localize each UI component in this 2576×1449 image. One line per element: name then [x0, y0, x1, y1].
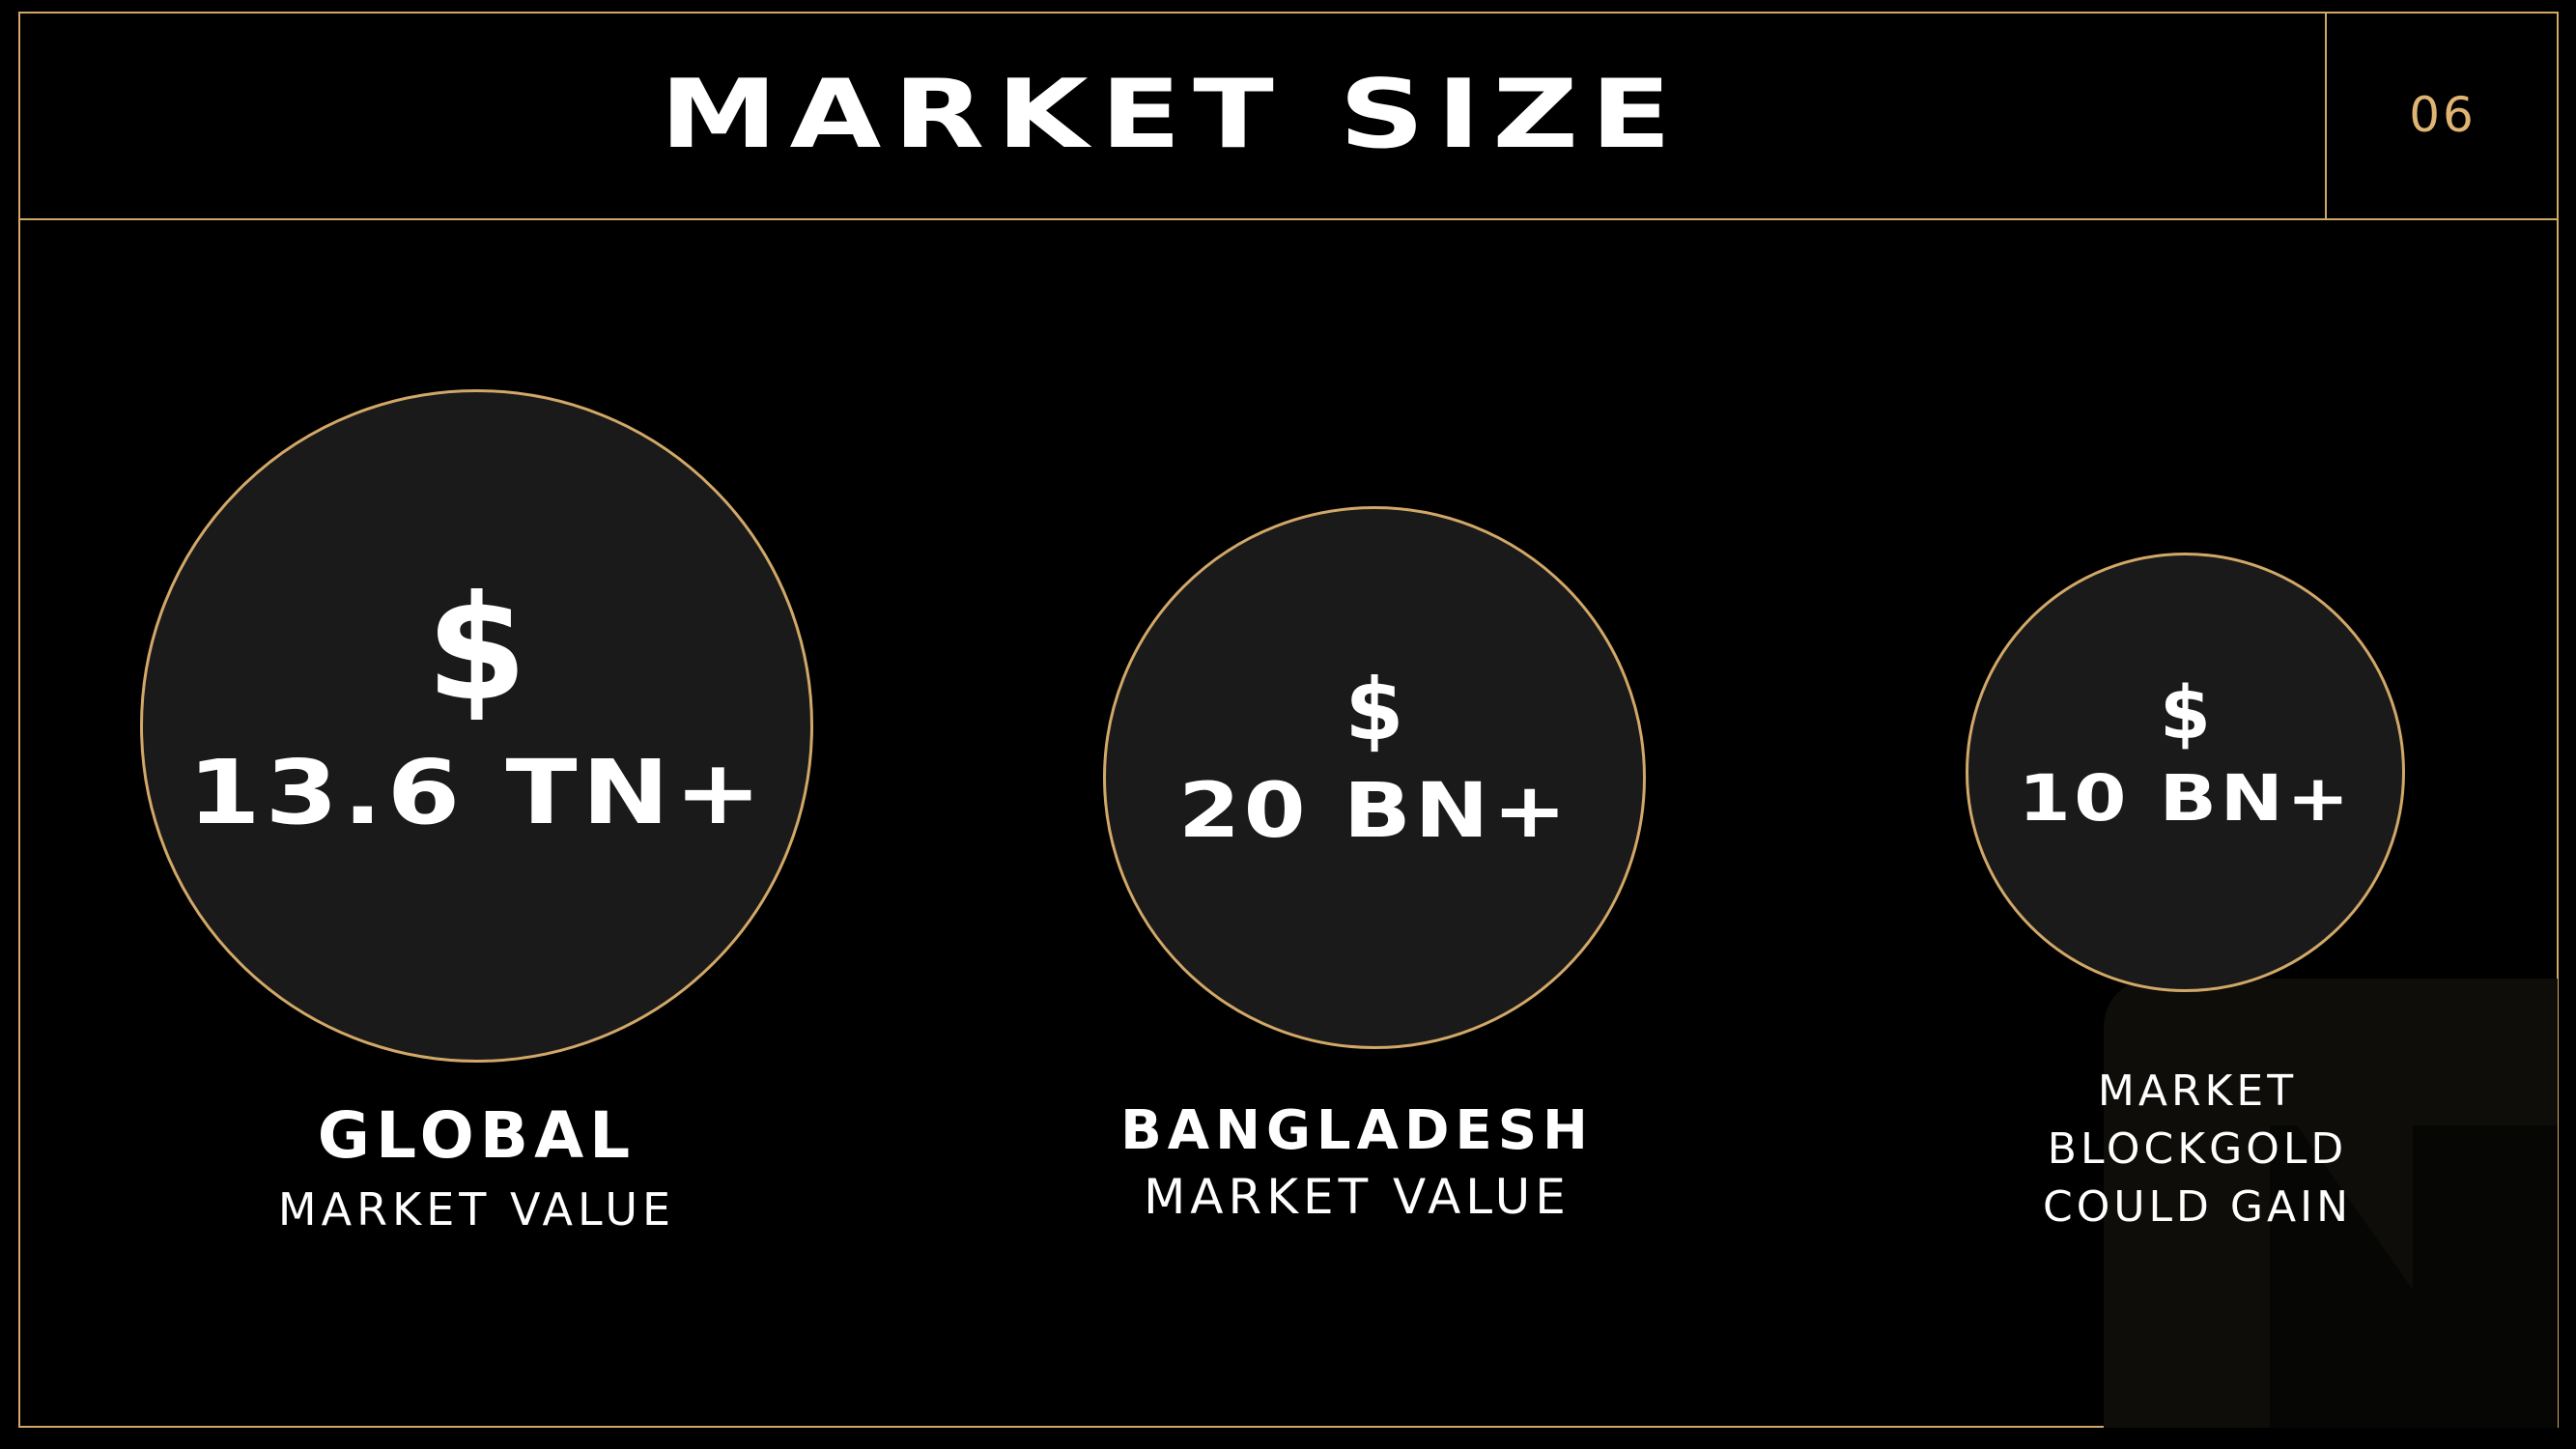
blockgold-label-line: COULD GAIN: [2042, 1182, 2353, 1232]
bangladesh-market-circle: $ 20 BN+: [1103, 506, 1646, 1049]
bangladesh-label-sub: MARKET VALUE: [1144, 1168, 1571, 1225]
slide-frame: [18, 12, 2559, 1428]
global-market-label: GLOBAL MARKET VALUE: [140, 1098, 813, 1236]
blockgold-market-label: MARKET BLOCKGOLD COULD GAIN: [1937, 1063, 2458, 1236]
blockgold-market-circle: $ 10 BN+: [1966, 553, 2405, 992]
global-label-sub: MARKET VALUE: [277, 1182, 676, 1236]
bangladesh-label-main: BANGLADESH: [1120, 1099, 1594, 1162]
blockgold-label-line: BLOCKGOLD: [2047, 1124, 2348, 1174]
page-number: 06: [2409, 87, 2477, 143]
currency-symbol: $: [2160, 668, 2211, 755]
blockgold-label-line: MARKET: [2097, 1066, 2298, 1116]
bangladesh-market-label: BANGLADESH MARKET VALUE: [1014, 1101, 1700, 1224]
decorative-corner-shape: [2104, 979, 2558, 1428]
global-label-main: GLOBAL: [317, 1098, 637, 1173]
currency-symbol: $: [1345, 660, 1404, 759]
global-market-circle: $ 13.6 TN+: [140, 389, 813, 1063]
page-title: MARKET SIZE: [660, 60, 1684, 170]
bangladesh-market-amount: 20 BN+: [1178, 768, 1571, 855]
blockgold-market-amount: 10 BN+: [2018, 760, 2353, 836]
global-market-amount: 13.6 TN+: [186, 740, 767, 844]
page-number-divider: [2325, 12, 2327, 220]
header-divider-line: [18, 218, 2559, 220]
currency-symbol: $: [426, 564, 527, 733]
